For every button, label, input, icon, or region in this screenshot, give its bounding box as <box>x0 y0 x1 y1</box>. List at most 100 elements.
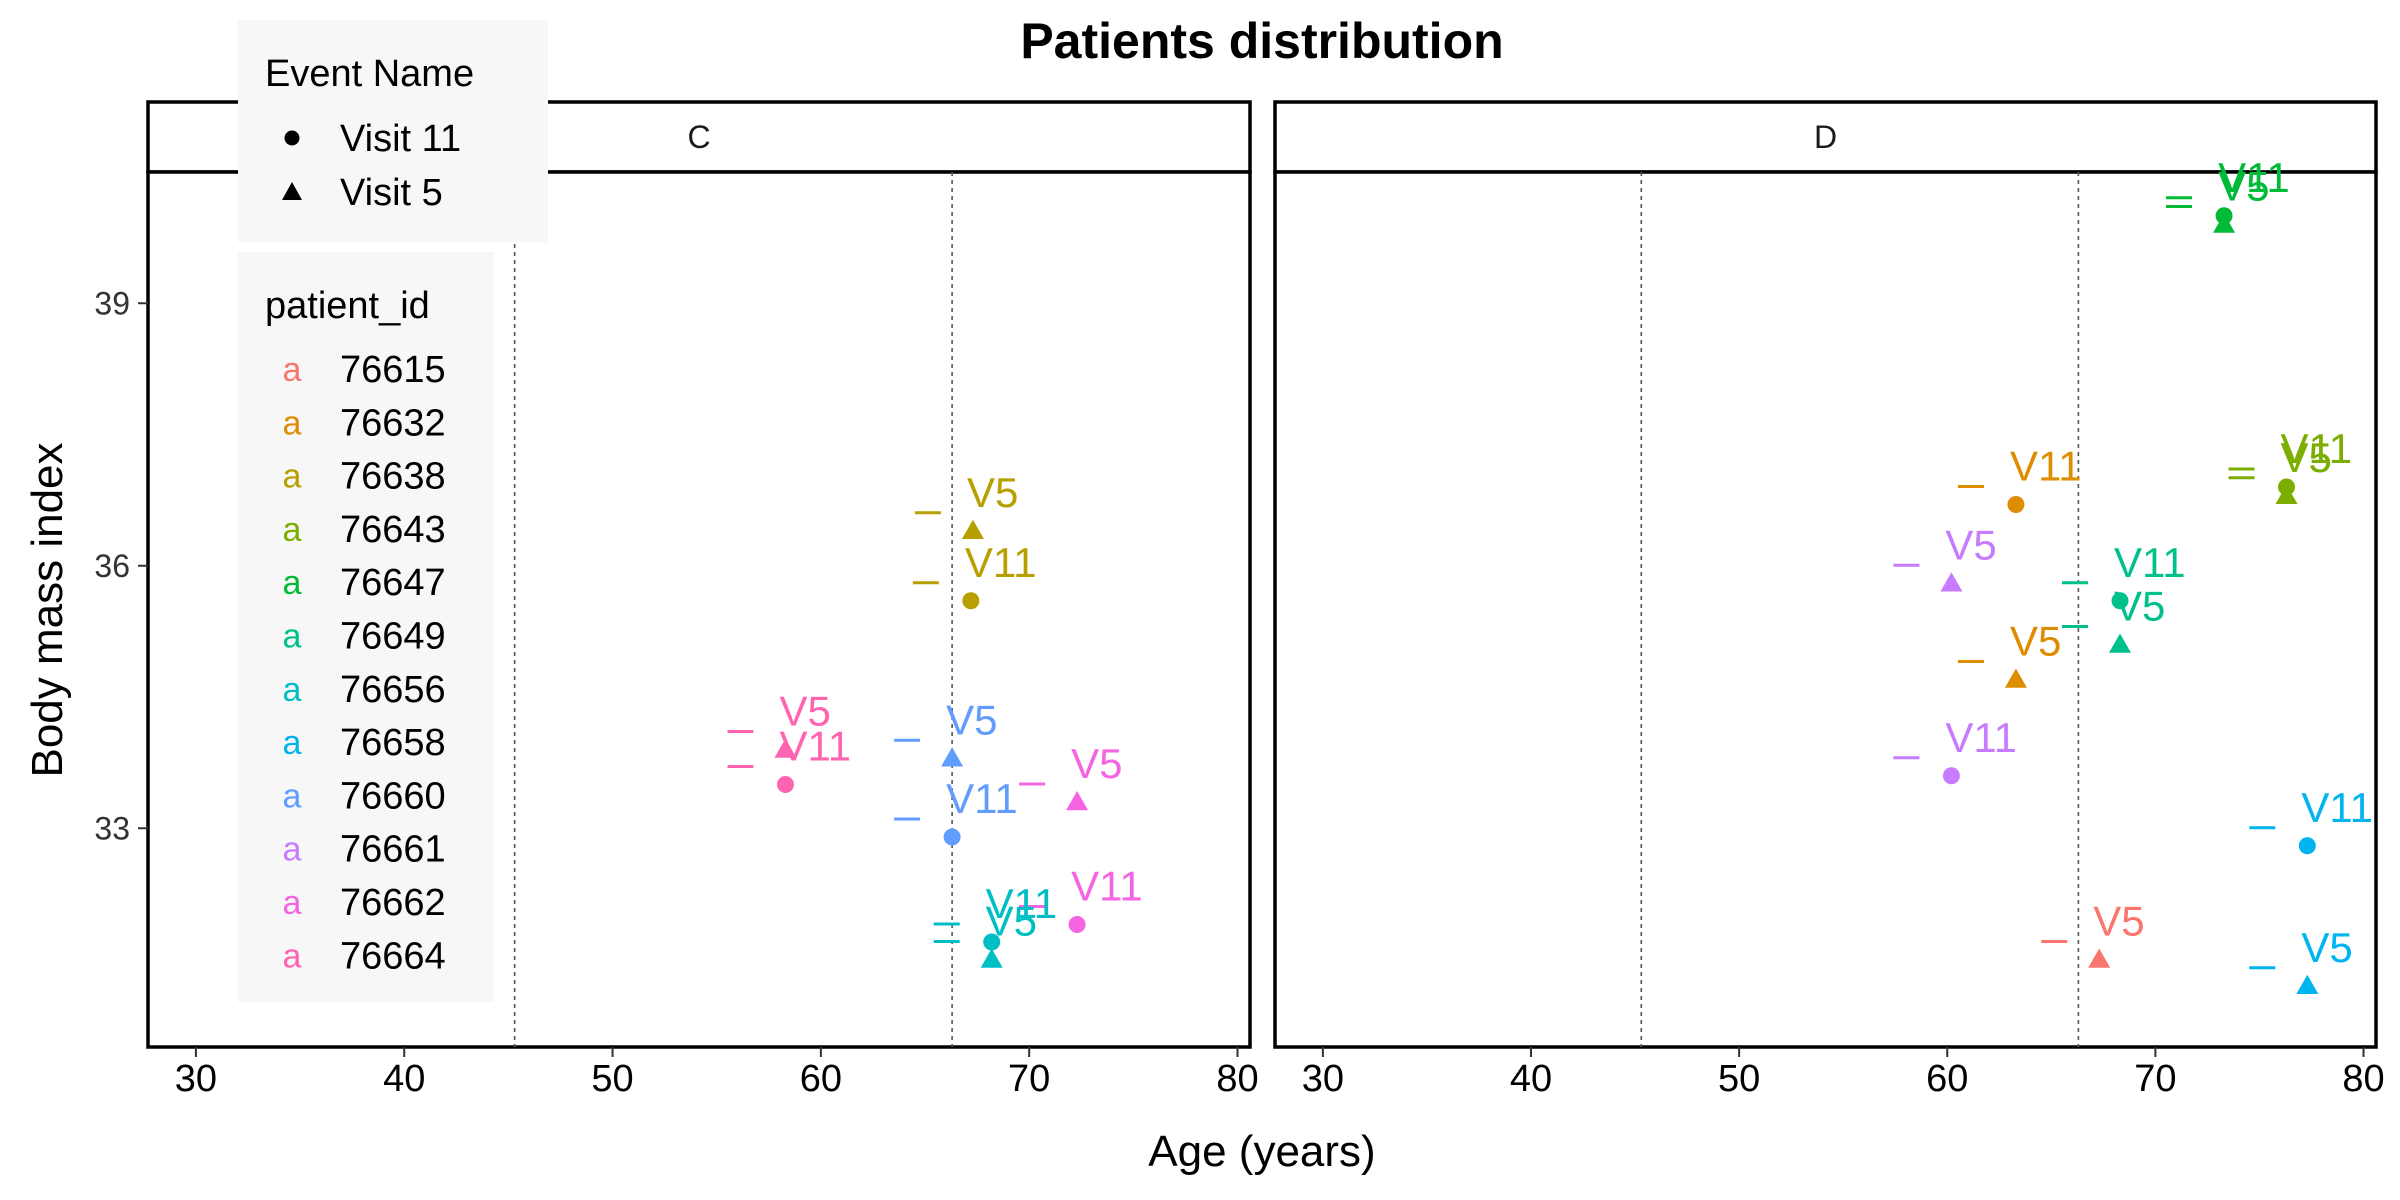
facet-label: C <box>687 119 710 155</box>
point-label: V11 <box>2301 784 2373 831</box>
color-legend-item: a 76660 <box>283 775 446 817</box>
color-legend-key: a <box>283 831 302 869</box>
data-point: V5 <box>1019 740 1122 811</box>
color-legend-key: a <box>283 724 302 762</box>
color-legend-key: a <box>283 458 302 496</box>
color-legend-key: a <box>283 671 302 709</box>
color-legend-label: 76664 <box>340 935 446 977</box>
color-legend-item: a 76615 <box>283 349 446 391</box>
facet-label: D <box>1814 119 1837 155</box>
color-legend-label: 76615 <box>340 349 446 391</box>
point-label: V11 <box>2281 425 2353 472</box>
data-point: V5 <box>2041 898 2145 968</box>
data-point: V11 <box>894 775 1018 846</box>
panel-D: D30 40 50 60 70 80V11V5V11V5V11V5V5V11V11V5V1… <box>1273 100 2385 1100</box>
point-label: V5 <box>967 469 1018 516</box>
point-label: V5 <box>2010 618 2061 665</box>
point-marker <box>1066 791 1089 811</box>
color-legend-item: a 76643 <box>283 509 446 551</box>
color-legend-label: 76638 <box>340 456 446 498</box>
point-label: V11 <box>2218 154 2290 201</box>
color-legend-label: 76643 <box>340 509 446 551</box>
shape-legend-item: Visit 5 <box>282 172 443 214</box>
color-legend-key: a <box>283 884 302 922</box>
data-point: V11 <box>1019 863 1143 933</box>
color-legend-key: a <box>283 937 302 975</box>
y-tick-label: 33 <box>94 810 130 846</box>
color-legend-label: 76660 <box>340 775 446 817</box>
color-legend-item: a 76632 <box>283 402 446 444</box>
x-tick-label: 50 <box>1718 1058 1760 1100</box>
y-axis-label: Body mass index <box>23 442 72 777</box>
triangle-icon <box>282 182 302 200</box>
color-legend-item: a 76661 <box>283 829 446 871</box>
y-tick-label: 39 <box>94 285 130 321</box>
point-marker <box>2007 496 2025 513</box>
data-point: V5 <box>2166 163 2269 233</box>
shape-legend-title: Event Name <box>265 53 474 95</box>
data-point: V5 <box>727 688 831 758</box>
color-legend-item: a 76638 <box>283 456 446 498</box>
x-tick-label: 70 <box>2134 1058 2176 1100</box>
color-legend-key: a <box>283 351 302 389</box>
data-point: V11 <box>2062 539 2186 610</box>
color-legend-item: a 76664 <box>283 935 446 977</box>
color-legend-label: 76656 <box>340 669 446 711</box>
point-marker <box>2296 974 2319 994</box>
legend: Event Name Visit 11 Visit 5 patient_ida 7661… <box>238 20 548 1002</box>
point-marker <box>774 738 797 758</box>
point-marker <box>2213 213 2236 233</box>
data-point: V5 <box>2228 434 2332 504</box>
point-label: V5 <box>1945 521 1996 568</box>
data-point: V11 <box>1957 443 2082 513</box>
point-marker <box>980 948 1003 968</box>
data-point: V11 <box>2228 425 2353 496</box>
color-legend-item: a 76647 <box>283 562 446 604</box>
shape-legend-label: Visit 11 <box>340 118 461 160</box>
x-tick-label: 30 <box>1302 1058 1344 1100</box>
point-marker <box>962 592 980 610</box>
point-marker <box>1940 572 1963 592</box>
shape-legend-label: Visit 5 <box>340 172 443 214</box>
point-label: V5 <box>1071 740 1122 787</box>
point-marker <box>2275 484 2298 504</box>
color-legend-key: a <box>283 777 302 815</box>
point-marker <box>2109 633 2132 653</box>
x-tick-label: 50 <box>591 1058 633 1100</box>
data-point: V11 <box>2249 784 2373 855</box>
color-legend-key: a <box>283 618 302 656</box>
data-point: V11 <box>727 723 851 793</box>
data-point: V11 <box>912 539 1036 610</box>
point-marker <box>1068 916 1086 933</box>
data-point: V11 <box>933 880 1058 951</box>
point-marker <box>961 519 984 539</box>
point-label: V11 <box>1071 863 1143 910</box>
point-marker <box>941 747 964 767</box>
point-marker <box>2111 592 2129 610</box>
point-label: V11 <box>2010 443 2082 490</box>
point-marker <box>2298 837 2316 855</box>
point-marker <box>2004 668 2027 688</box>
color-legend-item: a 76649 <box>283 616 446 658</box>
point-label: V5 <box>779 688 830 735</box>
color-legend-label: 76662 <box>340 882 446 924</box>
color-legend-label: 76647 <box>340 562 446 604</box>
color-legend-label: 76649 <box>340 616 446 658</box>
color-legend-label: 76658 <box>340 722 446 764</box>
point-label: V5 <box>2093 898 2144 945</box>
x-tick-label: 80 <box>2342 1058 2384 1100</box>
y-tick-label: 36 <box>94 548 130 584</box>
point-label: V11 <box>2114 539 2186 586</box>
color-legend-item: a 76662 <box>283 882 446 924</box>
data-point: V5 <box>933 898 1037 968</box>
point-label: V11 <box>1945 714 2017 761</box>
point-label: V5 <box>2301 924 2352 971</box>
point-marker <box>2088 948 2111 968</box>
point-label: V11 <box>779 723 851 770</box>
point-label: V11 <box>986 880 1058 927</box>
data-point: V11 <box>2166 154 2290 225</box>
point-marker <box>983 933 1001 951</box>
x-axis-label: Age (years) <box>1148 1127 1375 1176</box>
x-tick-label: 40 <box>1510 1058 1552 1100</box>
point-marker <box>776 776 794 793</box>
